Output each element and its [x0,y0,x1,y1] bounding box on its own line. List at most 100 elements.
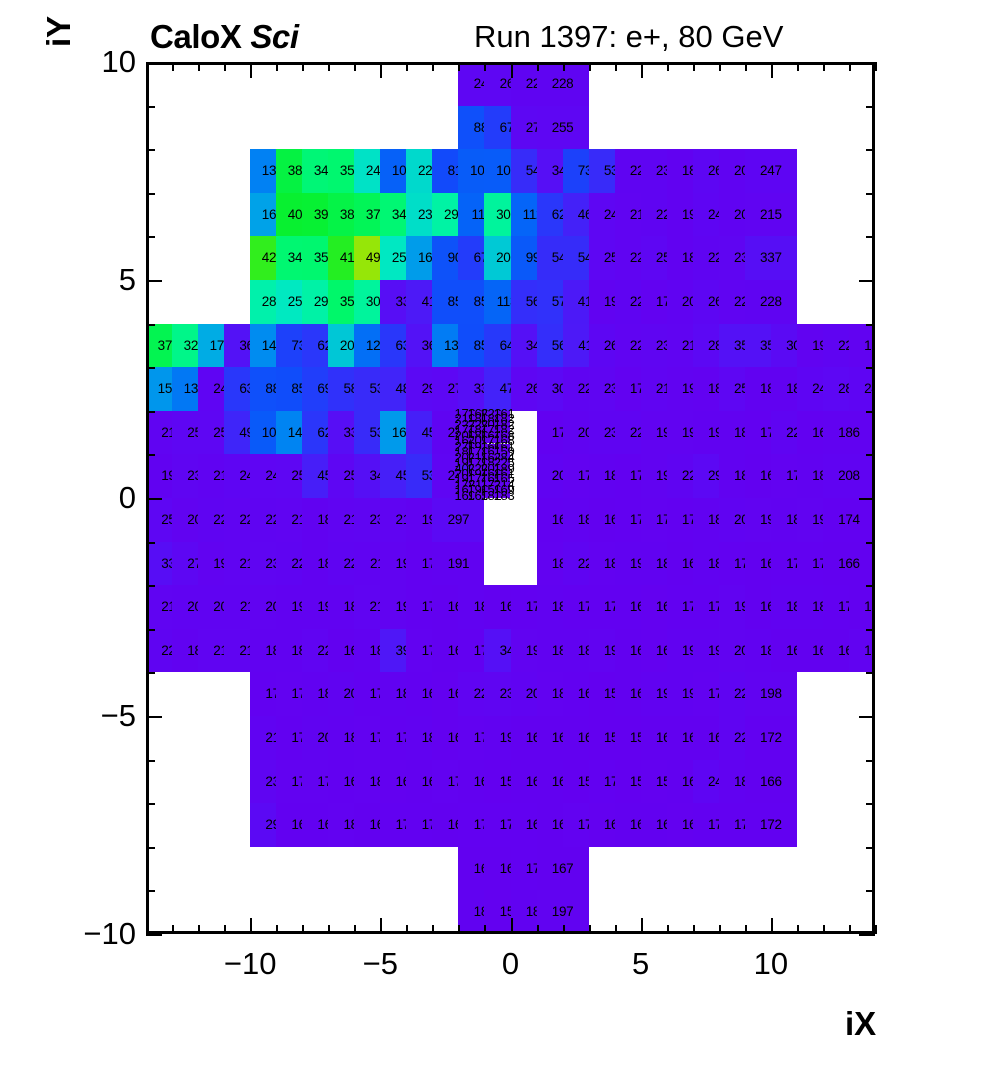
y-tick-right [859,62,875,64]
y-tick-right [866,759,875,762]
heatmap-cell-fine: 182 [481,489,502,502]
x-tick-bottom [718,925,721,934]
cell-value: 228 [760,294,782,310]
x-tick-bottom [510,918,513,934]
x-tick-bottom [822,925,825,934]
heatmap-cell: 337 [744,236,797,280]
cell-value: 198 [760,686,782,702]
y-tick-label: −10 [83,916,136,951]
y-tick-right [866,410,875,413]
x-tick-bottom [328,925,331,934]
x-tick-top [848,62,851,71]
y-tick-right [866,890,875,893]
x-tick-bottom [198,925,201,934]
y-tick-left [146,149,155,152]
cell-value: 198 [864,642,875,658]
x-tick-bottom [692,925,695,934]
x-tick-bottom [354,925,357,934]
cell-value: 243 [864,381,875,397]
x-tick-top [588,62,591,71]
x-tick-bottom [406,925,409,934]
x-tick-bottom [796,925,799,934]
y-tick-right [866,454,875,457]
y-tick-left [146,62,162,64]
y-tick-right [866,323,875,326]
x-tick-top [224,62,227,71]
y-tick-right [866,105,875,108]
cell-value: 169 [454,487,476,503]
x-tick-top [718,62,721,71]
x-tick-bottom [666,925,669,934]
y-tick-right [866,149,875,152]
cell-value: 172 [760,730,782,746]
y-tick-right [866,803,875,806]
x-tick-top [198,62,201,71]
x-tick-label: −5 [362,946,398,981]
x-tick-bottom [744,925,747,934]
y-tick-left [146,759,155,762]
x-tick-top [276,62,279,71]
y-tick-right [859,280,875,282]
heatmap-cell: 172 [744,803,797,847]
x-tick-bottom [380,918,383,934]
heatmap-cell-fine: 183 [494,489,515,502]
x-tick-top [796,62,799,71]
cell-value: 215 [760,206,782,222]
cell-value: 228 [551,76,574,92]
run-title: Run 1397: e+, 80 GeV [474,19,784,54]
x-tick-top [666,62,669,71]
y-tick-left [146,846,155,849]
cell-value: 167 [551,860,574,876]
y-tick-left [146,890,155,893]
cell-value: 337 [760,250,782,266]
x-tick-bottom [432,925,435,934]
x-tick-bottom [588,925,591,934]
heatmap-cell: 186 [822,410,875,455]
y-tick-left [146,803,155,806]
x-tick-top [146,62,148,71]
x-tick-label: 5 [632,946,650,981]
y-tick-label: −5 [100,698,136,733]
y-tick-label: 5 [118,262,136,297]
y-tick-left [146,934,162,936]
cell-value: 174 [838,512,860,528]
heatmap-cell: 297 [432,498,485,542]
y-axis-title: iY [40,15,77,47]
x-tick-top [432,62,435,71]
y-tick-left [146,367,155,370]
x-tick-top [770,62,773,78]
x-tick-top [640,62,643,78]
y-tick-left [146,323,155,326]
cell-value: 191 [447,555,470,571]
cell-value: 247 [760,163,782,179]
y-tick-right [866,585,875,588]
x-tick-top [744,62,747,71]
heatmap-cell: 191 [432,541,485,586]
y-tick-left [146,672,155,675]
x-tick-top [172,62,175,71]
x-tick-bottom [770,918,773,934]
x-tick-bottom [172,925,175,934]
y-tick-left [146,280,162,282]
x-tick-bottom [562,925,565,934]
x-tick-bottom [848,925,851,934]
x-tick-bottom [875,925,877,934]
y-tick-right [866,846,875,849]
y-tick-left [146,410,155,413]
cell-value: 183 [493,487,515,503]
heatmap-cell: 166 [744,759,797,804]
x-tick-top [510,62,513,78]
heatmap-cell-fine: 169 [455,489,476,502]
heatmap-cell: 198 [744,672,797,716]
y-tick-right [866,541,875,544]
y-tick-right [866,628,875,631]
cell-value: 255 [551,119,574,135]
y-tick-right [859,934,875,936]
x-axis-title: iX [845,1005,877,1042]
plot-title-left: CaloX Sci [150,18,299,56]
x-tick-top [536,62,539,71]
y-tick-right [859,498,875,500]
cell-value: 165 [864,599,875,615]
cell-value: 195 [864,337,875,353]
heatmap-cell: 166 [822,541,875,586]
